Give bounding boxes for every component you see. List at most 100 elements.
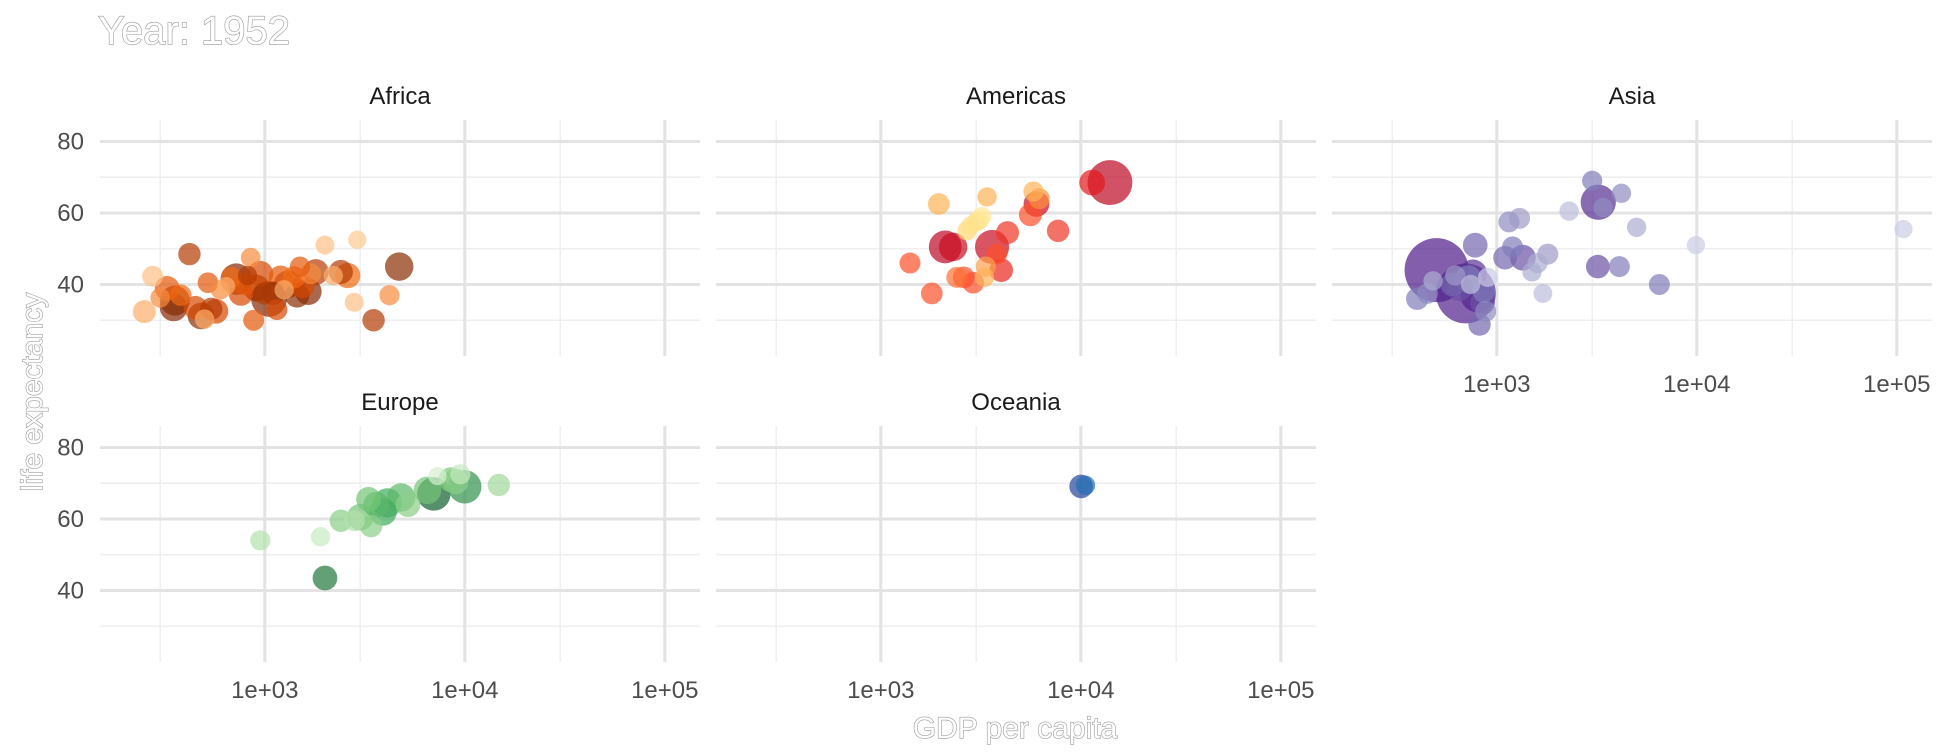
data-point	[289, 256, 311, 277]
x-tick-label: 1e+04	[1663, 371, 1730, 398]
data-point	[194, 309, 215, 329]
facet-panel-europe: Europe 40 60 80 1e+03 1e+04 1e+05	[57, 389, 700, 704]
data-point	[1559, 201, 1579, 221]
data-point	[1087, 160, 1133, 206]
data-point	[266, 299, 288, 321]
data-point	[142, 265, 164, 287]
data-point	[487, 473, 511, 497]
data-point	[1582, 170, 1603, 191]
grid-lines	[100, 426, 700, 662]
data-point	[132, 300, 156, 324]
facet-strip-label: Africa	[369, 83, 431, 110]
data-point	[428, 466, 447, 486]
data-points	[1404, 170, 1913, 336]
data-point	[312, 565, 338, 591]
data-point	[1423, 271, 1443, 291]
facet-strip-label: Europe	[361, 389, 438, 416]
data-point	[1079, 169, 1106, 196]
data-point	[938, 232, 968, 262]
data-point	[1593, 197, 1613, 218]
y-tick-label: 80	[57, 434, 84, 461]
facet-panel-oceania: Oceania 1e+03 1e+04 1e+05	[716, 389, 1316, 704]
x-tick-label: 1e+05	[631, 677, 698, 704]
data-point	[250, 530, 271, 551]
facet-panel-asia: Asia 1e+03 1e+04 1e+05	[1332, 83, 1932, 398]
facet-panel-africa: Africa 40 60 80	[57, 83, 700, 356]
x-tick-label: 1e+03	[231, 677, 298, 704]
x-tick-label: 1e+05	[1247, 677, 1314, 704]
chart-title: Year: 1952	[98, 9, 290, 53]
data-point	[178, 242, 201, 266]
data-point	[348, 230, 367, 249]
data-point	[1509, 207, 1531, 229]
data-point	[1686, 235, 1706, 255]
data-point	[450, 464, 471, 485]
data-point	[977, 187, 997, 207]
y-tick-label: 40	[57, 271, 84, 298]
data-point	[1611, 183, 1632, 203]
facet-strip-label: Asia	[1609, 83, 1656, 110]
data-point	[274, 280, 294, 300]
data-points	[899, 160, 1133, 305]
data-point	[362, 309, 385, 332]
data-point	[899, 252, 921, 274]
data-point	[946, 266, 968, 288]
data-point	[1522, 262, 1542, 282]
y-tick-label: 80	[57, 128, 84, 155]
y-tick-label: 40	[57, 577, 84, 604]
data-point	[1626, 217, 1647, 237]
data-point	[343, 510, 365, 532]
data-point	[243, 309, 265, 331]
data-point	[974, 267, 995, 288]
data-point	[927, 193, 950, 215]
data-point	[1460, 274, 1481, 295]
data-point	[1445, 265, 1466, 286]
x-tick-label: 1e+03	[847, 677, 914, 704]
data-point	[1894, 219, 1913, 239]
data-point	[169, 284, 192, 307]
data-point	[1608, 256, 1630, 278]
data-point	[1477, 267, 1498, 288]
y-tick-label: 60	[57, 200, 84, 227]
x-tick-label: 1e+04	[1047, 677, 1114, 704]
data-point	[323, 265, 343, 286]
data-point	[253, 282, 276, 305]
data-point	[961, 216, 980, 235]
x-tick-label: 1e+04	[431, 677, 498, 704]
facet-strip-label: Americas	[966, 83, 1066, 110]
data-point	[1585, 254, 1610, 279]
data-point	[1018, 203, 1042, 227]
data-point	[344, 292, 364, 312]
facet-strip-label: Oceania	[971, 389, 1061, 416]
data-point	[1502, 236, 1524, 258]
data-point	[1462, 232, 1488, 258]
data-point	[359, 514, 383, 538]
y-tick-label: 60	[57, 506, 84, 533]
x-tick-label: 1e+03	[1463, 371, 1530, 398]
data-point	[150, 287, 171, 308]
data-point	[384, 252, 414, 281]
x-tick-label: 1e+05	[1863, 371, 1930, 398]
data-points	[1069, 474, 1096, 499]
facet-panel-americas: Americas	[716, 83, 1316, 356]
y-axis-label: life expectancy	[16, 293, 49, 491]
data-point	[1023, 181, 1044, 202]
data-point	[356, 486, 381, 512]
data-point	[1475, 300, 1497, 322]
x-axis-label: GDP per capita	[913, 712, 1118, 745]
data-points	[250, 464, 511, 591]
data-point	[379, 285, 400, 306]
grid-lines	[716, 120, 1316, 356]
data-point	[995, 221, 1019, 245]
data-points	[132, 230, 414, 332]
data-point	[216, 277, 236, 296]
data-point	[1648, 273, 1670, 295]
data-point	[1533, 283, 1553, 303]
data-point	[310, 527, 331, 547]
grid-lines	[716, 426, 1316, 662]
data-point	[920, 282, 943, 305]
data-point	[1075, 475, 1096, 496]
data-point	[395, 492, 421, 518]
